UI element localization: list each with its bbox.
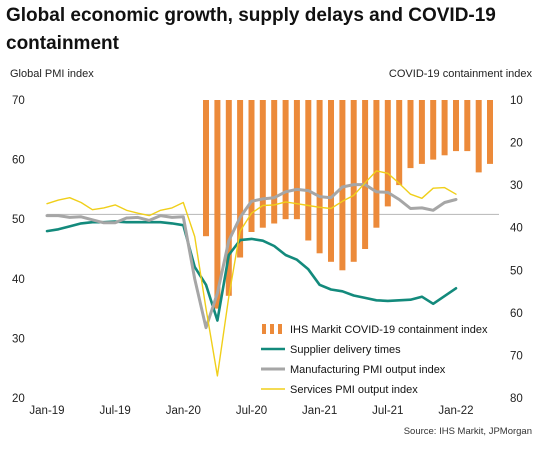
left-tick-label: 40 (12, 274, 25, 286)
right-tick-label: 70 (510, 350, 523, 362)
right-tick-label: 20 (510, 138, 523, 150)
containment-bar (362, 100, 369, 249)
containment-bar (271, 100, 278, 224)
containment-bar (441, 100, 448, 156)
chart-title: Global economic growth, supply delays an… (6, 5, 496, 54)
legend-label: IHS Markit COVID-19 containment index (290, 324, 488, 336)
containment-bar (396, 100, 403, 186)
right-tick-label: 80 (510, 393, 523, 405)
line-series (45, 170, 458, 377)
containment-bar (237, 100, 244, 258)
containment-bar (305, 100, 312, 241)
left-axis-ticks: 20 30 40 50 60 70 (12, 95, 25, 405)
x-tick-label: Jan-22 (438, 405, 473, 417)
left-tick-label: 70 (12, 95, 25, 107)
containment-bar (316, 100, 323, 254)
containment-bar (225, 100, 232, 296)
left-tick-label: 50 (12, 214, 25, 226)
left-tick-label: 30 (12, 333, 25, 345)
containment-bar (328, 100, 334, 262)
x-tick-label: Jan-21 (302, 405, 337, 417)
containment-bar (418, 100, 425, 164)
containment-bar (214, 100, 221, 309)
manufacturing-pmi-line (45, 183, 458, 330)
legend-label: Services PMI output index (290, 384, 418, 396)
containment-bars (203, 100, 493, 309)
x-tick-label: Jan-20 (166, 405, 201, 417)
containment-bar (339, 100, 346, 271)
containment-bar (282, 100, 289, 220)
source-note: Source: IHS Markit, JPMorgan (403, 426, 532, 437)
legend-swatch-bar (278, 324, 282, 334)
containment-bar (475, 100, 482, 173)
containment-bar (464, 100, 471, 152)
containment-bar (430, 100, 437, 160)
left-tick-label: 20 (12, 393, 25, 405)
right-tick-label: 10 (510, 95, 523, 107)
legend-label: Supplier delivery times (290, 344, 401, 356)
right-tick-label: 40 (510, 223, 523, 235)
right-tick-label: 30 (510, 180, 523, 192)
containment-bar (248, 100, 255, 232)
containment-bar (293, 100, 300, 220)
containment-bar (203, 100, 209, 237)
containment-bar (407, 100, 414, 169)
x-tick-label: Jul-20 (236, 405, 267, 417)
x-axis-ticks: Jan-19 Jul-19 Jan-20 Jul-20 Jan-21 Jul-21 Jan-… (29, 405, 473, 417)
services-pmi-line (45, 220, 458, 322)
legend-swatch-bar (262, 324, 266, 334)
left-axis-title: Global PMI index (10, 68, 94, 80)
right-axis-ticks: 10 20 30 40 50 60 70 80 (510, 95, 523, 405)
containment-bar (487, 100, 493, 164)
legend-label: Manufacturing PMI output index (290, 364, 446, 376)
legend-swatch-bar (270, 324, 274, 334)
containment-bar (384, 100, 391, 207)
right-axis-title: COVID-19 containment index (388, 68, 532, 80)
supplier-delivery-line (46, 170, 457, 377)
x-tick-label: Jan-19 (29, 405, 64, 417)
left-tick-label: 60 (12, 155, 25, 167)
x-tick-label: Jul-21 (372, 405, 403, 417)
right-tick-label: 60 (510, 308, 523, 320)
legend: IHS Markit COVID-19 containment index Sup… (261, 324, 488, 396)
containment-bar (453, 100, 459, 152)
containment-bar (350, 100, 357, 262)
containment-bar (259, 100, 266, 228)
right-tick-label: 50 (510, 265, 523, 277)
x-tick-label: Jul-19 (99, 405, 130, 417)
containment-bar (373, 100, 380, 228)
